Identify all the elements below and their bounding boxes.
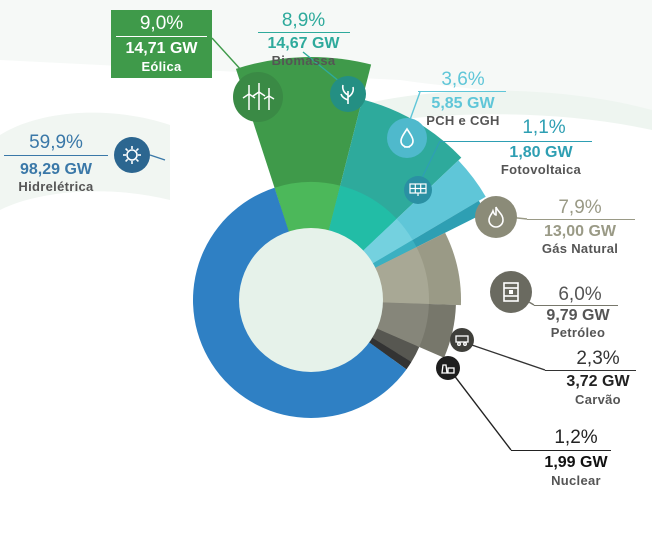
hidreletrica-rule	[4, 155, 108, 156]
hidreletrica-capacity: 98,29 GW	[19, 161, 93, 178]
eolica-name: Eólica	[141, 59, 182, 74]
hydro-icon	[114, 137, 150, 173]
fotovoltaica-name: Fotovoltaica	[500, 162, 582, 177]
center-hole	[239, 228, 383, 372]
biomassa-name: Biomassa	[271, 53, 336, 68]
eolica-percent: 9,0%	[139, 13, 184, 34]
eolica-rule	[116, 36, 207, 37]
fotovoltaica-rule	[440, 141, 592, 142]
wind-turbine-icon	[233, 72, 283, 122]
eolica-label-box	[111, 10, 212, 78]
fotovoltaica-percent: 1,1%	[522, 117, 566, 138]
leader-line-4	[419, 140, 441, 183]
pch-rule	[418, 91, 506, 92]
gas-name: Gás Natural	[541, 241, 619, 256]
pch-percent: 3,6%	[441, 69, 485, 90]
hidreletrica-percent: 59,9%	[29, 132, 83, 153]
biomassa-rule	[258, 32, 350, 33]
biomassa-percent: 8,9%	[281, 10, 326, 31]
solar-panel-icon	[404, 176, 432, 204]
nuclear-capacity: 1,99 GW	[544, 454, 608, 471]
water-drop-icon	[387, 118, 427, 158]
carvao-percent: 2,3%	[576, 348, 620, 369]
carvao-rule	[545, 370, 636, 371]
nuclear-name: Nuclear	[551, 473, 601, 488]
coal-cart-icon	[450, 328, 474, 352]
carvao-capacity: 3,72 GW	[566, 373, 630, 390]
nuclear-plant-icon	[436, 356, 460, 380]
leader-line-0	[149, 154, 166, 161]
pch-capacity: 5,85 GW	[431, 95, 495, 112]
nuclear-percent: 1,2%	[554, 427, 598, 448]
leader-line-8	[449, 369, 512, 451]
petroleo-name: Petróleo	[550, 325, 606, 340]
leader-line-7	[465, 342, 546, 371]
eolica-capacity: 14,71 GW	[125, 40, 198, 57]
nuclear-rule	[511, 450, 611, 451]
oil-barrel-icon	[490, 271, 532, 313]
fotovoltaica-capacity: 1,80 GW	[509, 144, 573, 161]
pch-name: PCH e CGH	[426, 113, 500, 128]
gas-percent: 7,9%	[558, 197, 602, 218]
biomassa-capacity: 14,67 GW	[267, 35, 340, 52]
petroleo-capacity: 9,79 GW	[546, 307, 610, 324]
petroleo-percent: 6,0%	[558, 284, 602, 305]
gas-rule	[527, 219, 635, 220]
carvao-name: Carvão	[575, 392, 621, 407]
hidreletrica-name: Hidrelétrica	[18, 179, 94, 194]
flame-icon	[475, 196, 517, 238]
petroleo-rule	[534, 305, 618, 306]
gas-capacity: 13,00 GW	[543, 223, 617, 240]
biomass-icon	[330, 76, 366, 112]
